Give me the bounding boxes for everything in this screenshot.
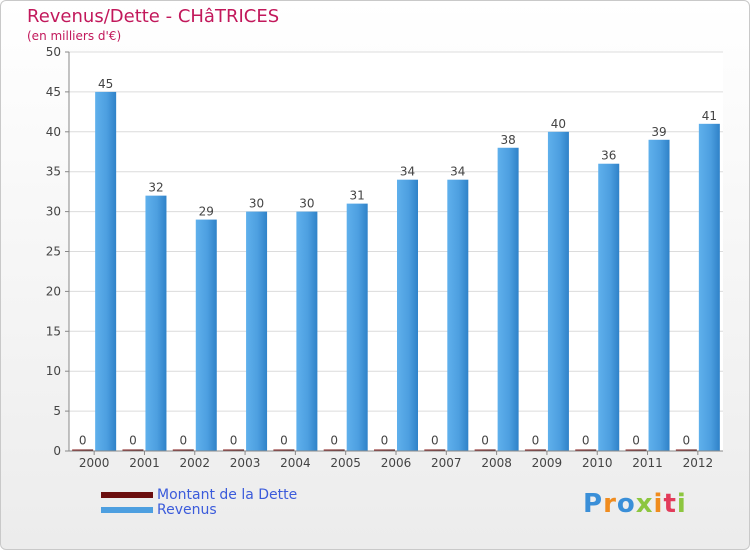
data-label-revenus: 36 xyxy=(601,149,616,163)
x-tick-label: 2011 xyxy=(632,456,663,470)
bar-revenus xyxy=(648,139,670,451)
bar-revenus xyxy=(296,211,318,451)
bar-dette xyxy=(72,449,94,451)
y-tick-label: 15 xyxy=(46,324,61,338)
bar-revenus xyxy=(447,179,469,451)
data-label-revenus: 45 xyxy=(98,77,113,91)
x-tick-label: 2008 xyxy=(481,456,512,470)
x-tick-label: 2010 xyxy=(582,456,613,470)
data-label-dette: 0 xyxy=(582,434,590,448)
data-label-revenus: 34 xyxy=(400,165,415,179)
y-tick-label: 35 xyxy=(46,165,61,179)
legend-swatch-dette xyxy=(101,491,153,498)
data-label-revenus: 41 xyxy=(702,109,717,123)
data-label-dette: 0 xyxy=(632,434,640,448)
data-label-dette: 0 xyxy=(129,434,137,448)
bar-dette xyxy=(675,449,697,451)
y-tick-label: 0 xyxy=(53,444,61,458)
bar-dette xyxy=(625,449,647,451)
data-label-revenus: 31 xyxy=(350,189,365,203)
bar-dette xyxy=(223,449,245,451)
bar-dette xyxy=(575,449,597,451)
data-label-dette: 0 xyxy=(330,434,338,448)
y-tick-label: 25 xyxy=(46,245,61,259)
legend-item-dette: Montant de la Dette xyxy=(101,486,298,503)
data-label-revenus: 30 xyxy=(299,197,314,211)
data-label-dette: 0 xyxy=(230,434,238,448)
bar-dette xyxy=(172,449,194,451)
y-tick-label: 10 xyxy=(46,364,61,378)
y-tick-label: 40 xyxy=(46,125,61,139)
chart-title: Revenus/Dette - CHâTRICES xyxy=(27,6,280,27)
y-tick-label: 30 xyxy=(46,205,61,219)
bar-dette xyxy=(374,449,395,451)
bar-revenus xyxy=(698,123,720,451)
data-label-dette: 0 xyxy=(381,434,389,448)
bar-revenus xyxy=(497,147,519,451)
bar-revenus xyxy=(195,219,217,451)
data-label-dette: 0 xyxy=(431,434,439,448)
y-tick-label: 5 xyxy=(53,404,61,418)
y-tick-label: 50 xyxy=(46,45,61,59)
bar-dette xyxy=(424,449,446,451)
legend-item-revenus: Revenus xyxy=(101,501,297,518)
bar-dette xyxy=(524,449,546,451)
bar-dette xyxy=(122,449,144,451)
bar-revenus xyxy=(598,163,620,451)
chart-subtitle: (en milliers d'€) xyxy=(27,29,122,43)
bar-dette xyxy=(273,449,295,451)
x-tick-label: 2009 xyxy=(532,456,563,470)
y-tick-label: 45 xyxy=(46,85,61,99)
bar-revenus xyxy=(547,131,569,452)
legend-label-revenus: Revenus xyxy=(157,501,217,518)
legend-label-dette: Montant de la Dette xyxy=(157,486,298,503)
x-tick-label: 2003 xyxy=(230,456,261,470)
x-tick-label: 2002 xyxy=(179,456,210,470)
data-label-revenus: 40 xyxy=(551,117,566,131)
data-label-dette: 0 xyxy=(179,434,187,448)
x-tick-label: 2012 xyxy=(683,456,714,470)
x-tick-label: 2001 xyxy=(129,456,160,470)
x-tick-label: 2007 xyxy=(431,456,462,470)
bar-revenus xyxy=(246,211,268,451)
data-label-dette: 0 xyxy=(683,434,691,448)
data-label-dette: 0 xyxy=(532,434,540,448)
data-label-dette: 0 xyxy=(481,434,489,448)
data-label-revenus: 32 xyxy=(148,181,163,195)
data-label-dette: 0 xyxy=(280,434,288,448)
proxiti-logo: Proxiti xyxy=(583,489,687,519)
data-label-revenus: 34 xyxy=(450,165,465,179)
data-label-revenus: 29 xyxy=(199,205,214,219)
x-tick-label: 2006 xyxy=(381,456,412,470)
data-label-revenus: 30 xyxy=(249,197,264,211)
bar-revenus xyxy=(346,203,368,451)
data-label-revenus: 38 xyxy=(500,133,515,147)
bar-dette xyxy=(474,449,496,451)
bar-revenus xyxy=(397,179,418,451)
x-tick-label: 2000 xyxy=(79,456,110,470)
bar-dette xyxy=(323,449,345,451)
data-label-revenus: 39 xyxy=(651,125,666,139)
y-tick-label: 20 xyxy=(46,284,61,298)
legend-swatch-revenus xyxy=(101,506,153,513)
data-label-dette: 0 xyxy=(79,434,87,448)
x-tick-label: 2004 xyxy=(280,456,311,470)
bar-revenus xyxy=(145,195,167,451)
bar-revenus xyxy=(95,91,117,452)
legend: Montant de la Dette Revenus xyxy=(101,486,298,518)
x-tick-label: 2005 xyxy=(330,456,361,470)
